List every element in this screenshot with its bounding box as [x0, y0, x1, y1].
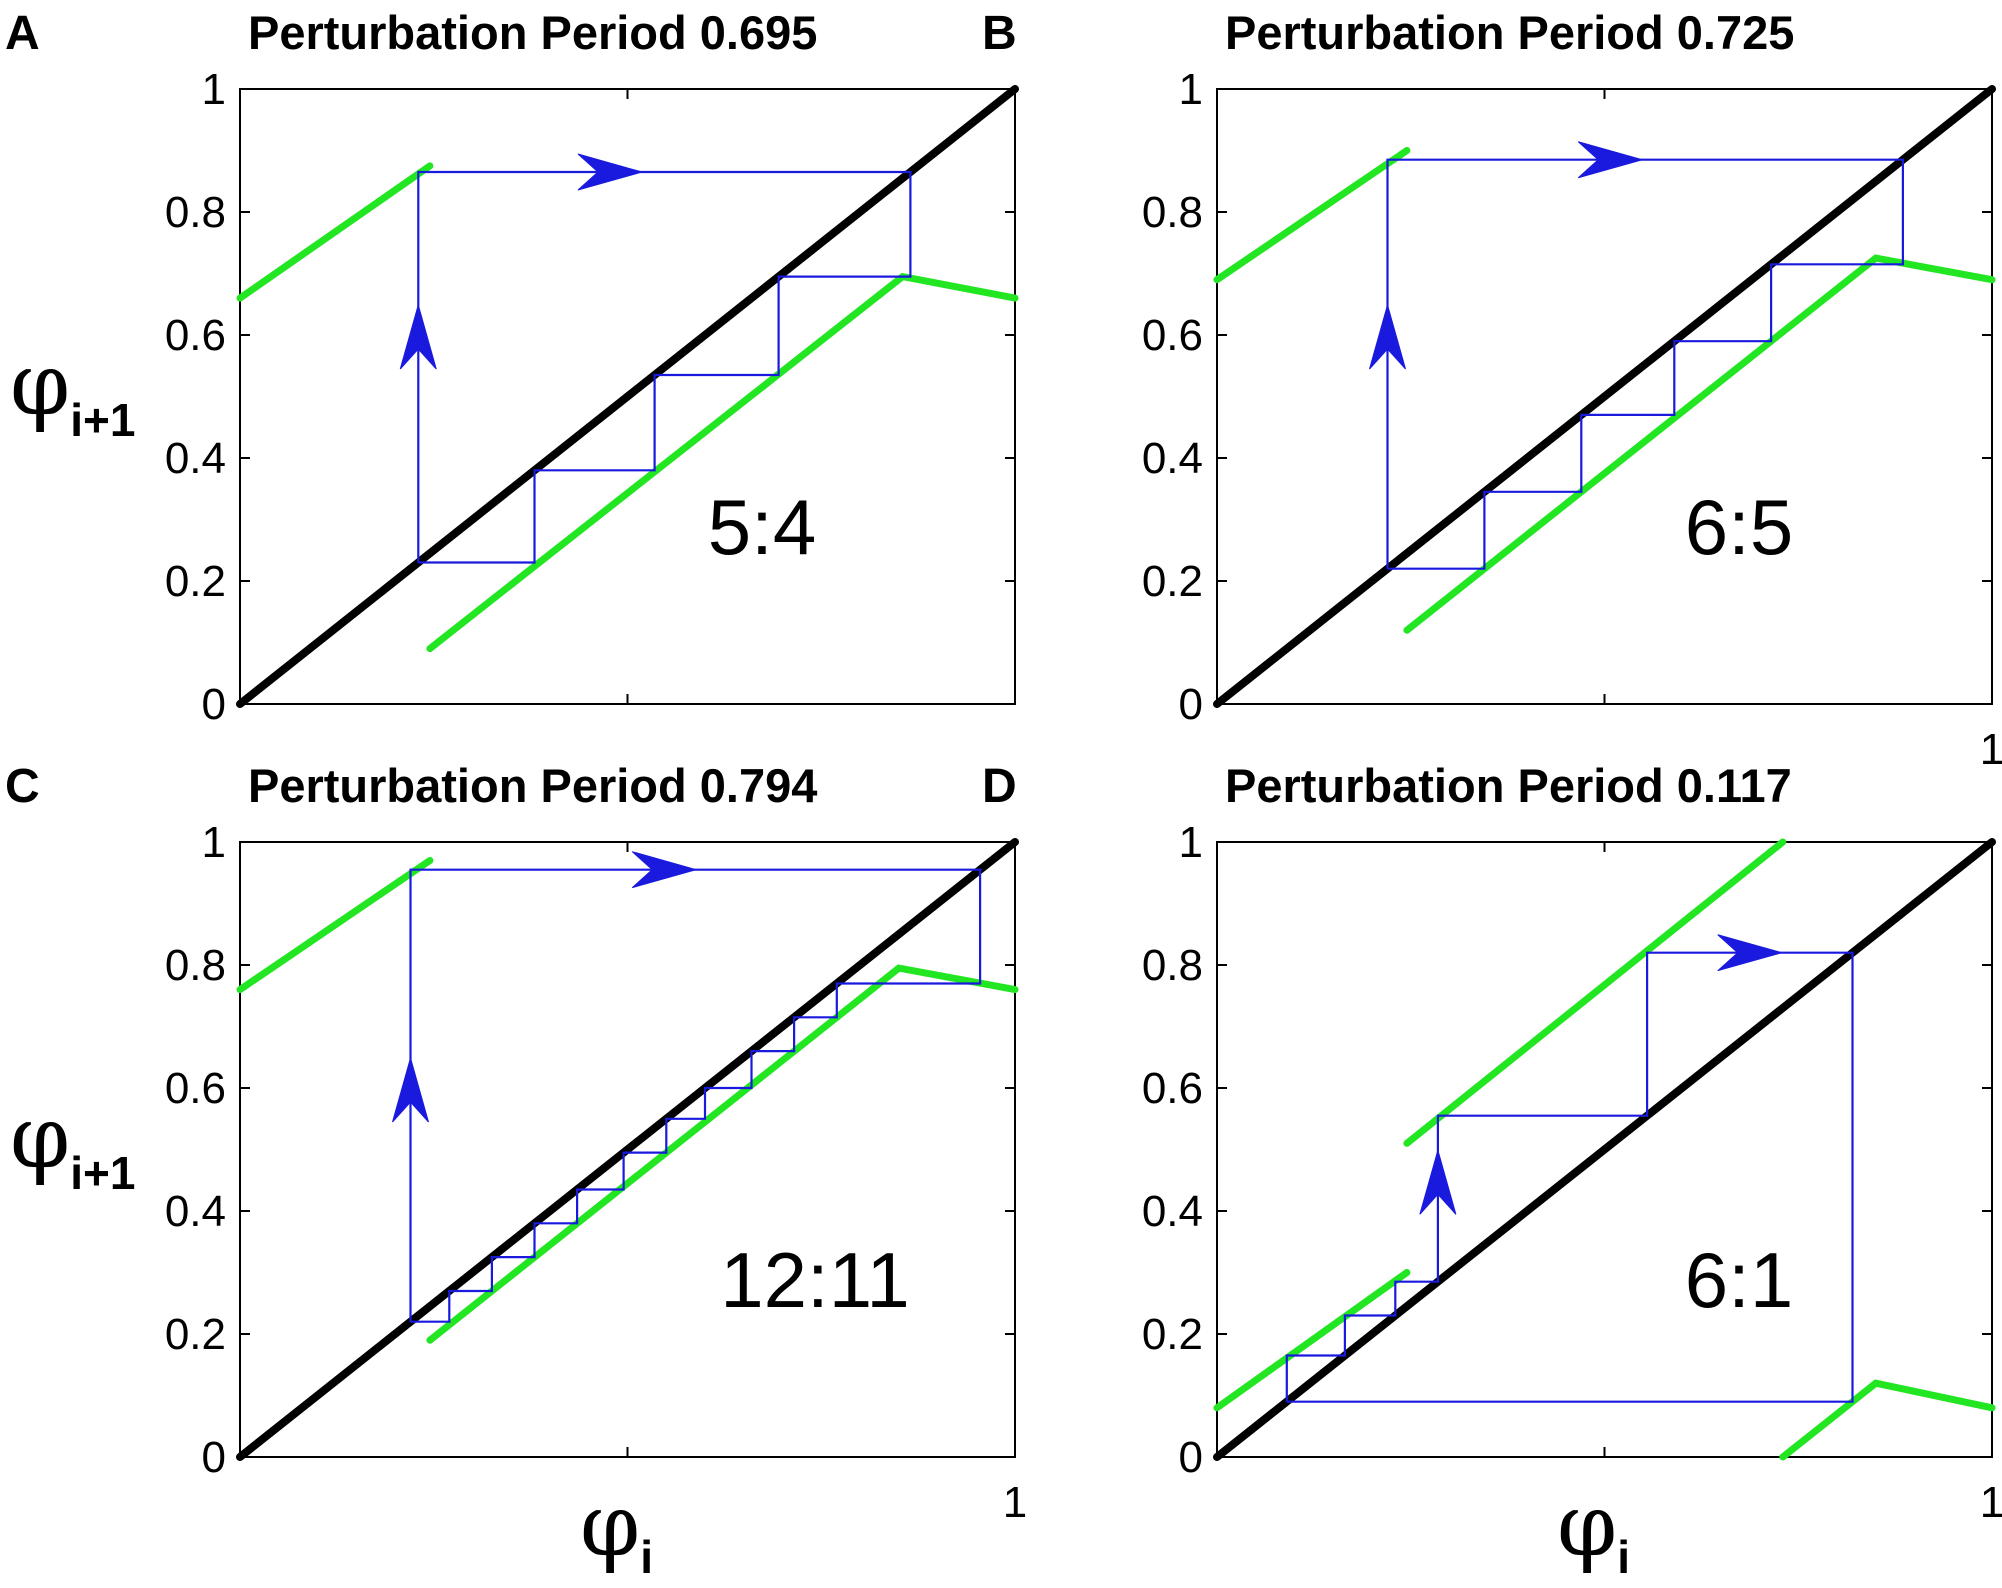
y-tick-label: 0.4 [1142, 434, 1203, 483]
map-curve [1213, 1269, 1411, 1412]
direction-arrow [1717, 934, 1784, 972]
y-tick-label: 0.2 [165, 1310, 226, 1359]
map-curve [236, 162, 434, 302]
y-tick-label: 0.8 [1142, 188, 1203, 237]
x-tick-label: 1 [1980, 1478, 2002, 1527]
y-tick-label: 1 [1179, 818, 1203, 867]
ratio-label: 6:1 [1685, 1236, 1793, 1324]
y-tick-label: 0.4 [1142, 1187, 1203, 1236]
x-axis-symbol: φ [1557, 1476, 1617, 1576]
panel-title: Perturbation Period 0.725 [1225, 6, 1794, 59]
y-tick-label: 1 [202, 818, 226, 867]
ratio-label: 12:11 [720, 1236, 909, 1324]
panel-D: D Perturbation Period 0.117 0 0.2 0.4 0.6 0.8 1… [982, 759, 2002, 1527]
map-curve [1213, 147, 1411, 284]
y-axis-label: φi+1 [10, 335, 135, 446]
panel-letter: A [5, 7, 40, 60]
panel-B: B Perturbation Period 0.725 0 0.2 0.4 0.6 0.8 1… [982, 6, 2002, 774]
cobweb-path [409, 868, 982, 1323]
y-tick-label: 0.6 [1142, 1064, 1203, 1113]
direction-arrow [1577, 141, 1645, 179]
panel-title: Perturbation Period 0.794 [248, 759, 817, 812]
y-tick-label: 0.4 [165, 1187, 226, 1236]
y-tick-label: 0 [202, 680, 226, 729]
y-tick-label: 0.8 [165, 188, 226, 237]
map-curve [236, 857, 434, 994]
y-tick-label: 0.2 [1142, 1310, 1203, 1359]
cobweb-path [417, 170, 912, 564]
direction-arrow [399, 303, 437, 370]
y-axis-subscript: i+1 [70, 1147, 135, 1199]
y-tick-label: 1 [1179, 65, 1203, 114]
y-tick-label: 0.6 [165, 311, 226, 360]
map-curve [1779, 1379, 1996, 1461]
y-tick-label: 1 [202, 65, 226, 114]
panel-letter: B [982, 7, 1017, 60]
x-axis-symbol: φ [580, 1476, 640, 1576]
cobweb-path [1285, 951, 1854, 1403]
panel-A: A Perturbation Period 0.695 0 0.2 0.4 0.6 0.8 1… [5, 6, 1019, 729]
y-tick-label: 0 [1179, 1433, 1203, 1482]
panel-C: C Perturbation Period 0.794 0 0.2 0.4 0.6 0.8 1… [5, 759, 1027, 1527]
y-tick-label: 0.6 [165, 1064, 226, 1113]
identity-line [1213, 85, 1996, 708]
panel-letter: C [5, 760, 40, 813]
direction-arrow [631, 851, 699, 889]
panel-title: Perturbation Period 0.695 [248, 6, 817, 59]
y-axis-symbol: φ [10, 1088, 70, 1188]
direction-arrow [392, 1056, 429, 1123]
x-tick-label: 1 [1003, 1478, 1027, 1527]
panel-letter: D [982, 760, 1017, 813]
y-tick-label: 0 [202, 1433, 226, 1482]
y-axis-label: φi+1 [10, 1088, 135, 1199]
direction-arrow [1369, 303, 1406, 370]
x-axis-subscript: i [1617, 1531, 1630, 1583]
map-curve [1403, 254, 1996, 634]
y-tick-label: 0.2 [1142, 557, 1203, 606]
y-tick-label: 0 [1179, 680, 1203, 729]
y-axis-subscript: i+1 [70, 394, 135, 446]
y-tick-label: 0.4 [165, 434, 226, 483]
y-tick-label: 0.8 [165, 941, 226, 990]
direction-arrow [1419, 1148, 1457, 1215]
identity-line [236, 838, 1019, 1461]
panel-title: Perturbation Period 0.117 [1225, 759, 1792, 812]
cobweb-path [1386, 158, 1905, 570]
y-tick-label: 0.2 [165, 557, 226, 606]
x-axis-subscript: i [640, 1531, 653, 1583]
identity-line [236, 85, 1019, 708]
x-axis-label: φi [1557, 1476, 1630, 1583]
direction-arrow [577, 153, 644, 191]
ratio-label: 5:4 [708, 483, 816, 571]
y-axis-symbol: φ [10, 335, 70, 435]
x-axis-label: φi [580, 1476, 653, 1583]
ratio-label: 6:5 [1685, 483, 1793, 571]
map-curve [426, 272, 1019, 653]
map-curve [1403, 838, 1787, 1147]
x-tick-label: 1 [1980, 725, 2002, 774]
identity-line [1213, 838, 1996, 1461]
y-tick-label: 0.6 [1142, 311, 1203, 360]
y-tick-label: 0.8 [1142, 941, 1203, 990]
